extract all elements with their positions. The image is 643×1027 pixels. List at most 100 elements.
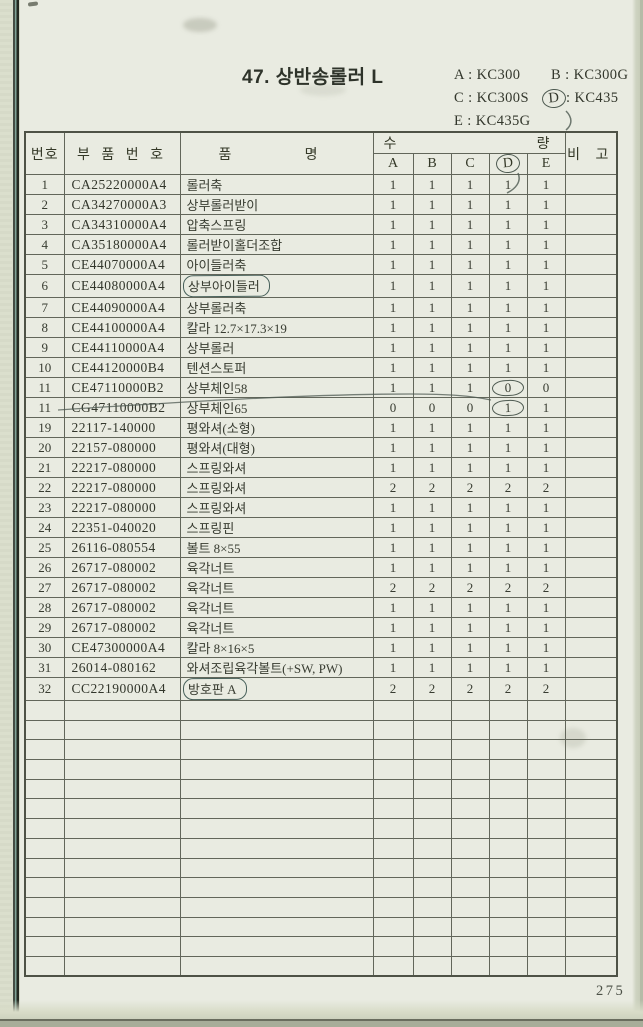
cell-qty-b [412, 798, 452, 820]
cell-qty-d: 1 [488, 597, 528, 618]
part-name-text: 롤러받이홀더조합 [186, 238, 283, 253]
cell-qty-e [526, 719, 566, 741]
cell-qty-b: 1 [412, 337, 452, 358]
cell-qty-a: 1 [372, 417, 414, 438]
cell-qty-c: 1 [450, 357, 490, 378]
cell-qty-e [526, 778, 566, 800]
cell-remarks [564, 617, 618, 638]
cell-part-no: CE44120000B4 [63, 357, 181, 378]
cell-qty-e: 1 [526, 637, 566, 658]
cell-qty-c: 1 [450, 517, 490, 538]
cell-remarks [564, 234, 618, 255]
cell-qty-a [372, 857, 414, 879]
cell-qty-d [488, 896, 528, 918]
cell-part-no [63, 759, 181, 780]
table-row: 5 CE44070000A4 아이들러축 1 1 1 1 1 [24, 254, 618, 275]
part-name-text: 볼트 8×55 [186, 541, 241, 556]
cell-qty-b: 1 [412, 497, 452, 518]
cell-no [24, 936, 65, 957]
cell-part-no: 22157-080000 [63, 437, 181, 458]
table-row: 8 CE44100000A4 칼라 12.7×17.3×19 1 1 1 1 1 [24, 317, 618, 338]
cell-qty-c [450, 857, 490, 879]
cell-qty-c: 1 [450, 617, 490, 638]
cell-part-name: 평와셔(소형) [179, 417, 374, 438]
part-name-text: 상부체인65 [186, 401, 248, 416]
cell-qty-d: 1 [488, 297, 528, 318]
legend-model: KC435 [574, 90, 619, 106]
cell-part-no: CA34310000A4 [63, 214, 181, 235]
table-row: 21 22217-080000 스프링와셔 1 1 1 1 1 [24, 457, 618, 478]
cell-qty-c: 1 [450, 194, 490, 215]
table-row: 10 CE44120000B4 텐션스토퍼 1 1 1 1 1 [24, 357, 618, 378]
cell-part-name: 칼라 12.7×17.3×19 [179, 317, 374, 338]
cell-qty-b: 1 [412, 457, 452, 478]
cell-part-name: 상부롤러받이 [179, 194, 374, 215]
cell-part-name: 아이들러축 [179, 254, 374, 275]
cell-qty-d [488, 739, 528, 761]
cell-part-name: 스프링와셔 [179, 497, 374, 518]
cell-qty-e [526, 837, 566, 859]
cell-part-no: CG47110000B2 [63, 397, 181, 418]
cell-qty-c: 1 [450, 417, 490, 438]
cell-qty-e [526, 700, 566, 721]
cell-qty-e: 1 [526, 234, 566, 255]
cell-qty-a: 1 [372, 377, 414, 398]
cell-qty-c: 1 [450, 497, 490, 518]
cell-qty-e: 1 [526, 397, 566, 418]
cell-qty-c: 1 [450, 214, 490, 235]
table-header-row-1: 번호 부 품 번 호 품 명 수 량 비 고 [24, 131, 618, 175]
cell-qty-c: 1 [450, 274, 490, 298]
cell-qty-d [488, 877, 528, 898]
legend-separator: : [463, 113, 476, 129]
cell-part-no: CE44090000A4 [63, 297, 181, 318]
cell-qty-b [412, 896, 452, 918]
cell-qty-a [372, 719, 414, 741]
cell-qty-e: 0 [526, 377, 566, 398]
col-header-remarks: 비 고 [564, 131, 618, 175]
cell-qty-d: 0 [488, 377, 528, 398]
table-row [24, 837, 618, 859]
cell-no: 29 [24, 617, 65, 638]
cell-qty-d: 1 [488, 357, 528, 378]
cell-qty-a [372, 837, 414, 859]
cell-no [24, 759, 65, 780]
cell-qty-e: 2 [526, 577, 566, 598]
cell-qty-b: 1 [412, 417, 452, 438]
cell-qty-a: 1 [372, 174, 414, 195]
cell-no [24, 896, 65, 918]
cell-qty-e: 1 [526, 417, 566, 438]
cell-part-name: 롤러축 [179, 174, 374, 195]
part-name-text: 칼라 8×16×5 [186, 641, 255, 656]
cell-qty-a: 1 [372, 637, 414, 658]
cell-part-no [63, 916, 181, 938]
cell-no: 1 [24, 174, 65, 195]
cell-qty-c [450, 877, 490, 898]
cell-part-no: CE44070000A4 [63, 254, 181, 275]
part-name-text: 육각너트 [186, 581, 235, 596]
cell-qty-d: 2 [488, 577, 528, 598]
cell-qty-a: 1 [372, 194, 414, 215]
cell-qty-c: 1 [450, 234, 490, 255]
cell-no: 2 [24, 194, 65, 215]
qty-col-header-b: B [412, 153, 452, 175]
cell-qty-e: 1 [526, 317, 566, 338]
cell-qty-b: 1 [412, 517, 452, 538]
cell-qty-d: 2 [488, 677, 528, 701]
cell-qty-e: 1 [526, 457, 566, 478]
quantity-header-right: 량 [536, 137, 550, 152]
table-row [24, 955, 618, 977]
cell-qty-b [412, 936, 452, 957]
part-name-text: 상부롤러축 [186, 301, 247, 316]
table-row: 28 26717-080002 육각너트 1 1 1 1 1 [24, 597, 618, 618]
cell-qty-e: 2 [526, 677, 566, 701]
cell-qty-b [412, 719, 452, 741]
cell-part-no [63, 798, 181, 820]
cell-remarks [564, 798, 618, 820]
cell-part-no [63, 818, 181, 839]
table-row: 30 CE47300000A4 칼라 8×16×5 1 1 1 1 1 [24, 637, 618, 658]
cell-no: 28 [24, 597, 65, 618]
col-header-part-name: 품 명 [179, 131, 374, 175]
cell-remarks [564, 778, 618, 800]
cell-qty-d: 1 [488, 517, 528, 538]
cell-part-name: 육각너트 [179, 577, 374, 598]
